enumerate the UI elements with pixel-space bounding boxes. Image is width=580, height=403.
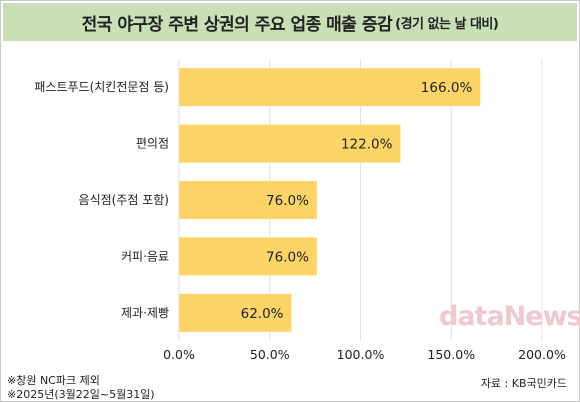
bar [179, 68, 481, 107]
bar [179, 181, 317, 219]
category-label: 제과·제빵 [121, 306, 169, 320]
x-tick-label: 150.0% [427, 347, 475, 362]
value-label: 62.0% [241, 306, 284, 322]
category-label: 커피·음료 [121, 249, 169, 263]
value-labels: 166.0% 122.0% 76.0% 76.0% 62.0% [241, 80, 473, 322]
bar [179, 293, 292, 332]
chart-title: 전국 야구장 주변 상권의 주요 업종 매출 증감 [81, 14, 393, 35]
chart-subtitle: (경기 없는 날 대비) [395, 16, 499, 32]
footnote-exclusion: ※창원 NC파크 제외 [7, 374, 100, 387]
value-label: 122.0% [341, 137, 393, 153]
bars [179, 68, 481, 332]
x-tick-label: 100.0% [337, 347, 385, 362]
footnote-period: ※2025년(3월22일~5월31일) [7, 388, 155, 401]
x-axis-tick-labels: 0.0% 50.0% 100.0% 150.0% 200.0% [163, 347, 566, 362]
bar [179, 237, 317, 276]
x-tick-label: 0.0% [163, 347, 195, 362]
title-bar: 전국 야구장 주변 상권의 주요 업종 매출 증감 (경기 없는 날 대비) [3, 3, 577, 41]
category-label: 편의점 [136, 137, 169, 151]
value-label: 76.0% [266, 193, 309, 209]
category-label: 음식점(주점 포함) [79, 193, 169, 207]
x-tick-label: 50.0% [250, 347, 290, 362]
datanews-watermark: dataNews [439, 301, 580, 332]
value-label: 166.0% [421, 80, 473, 96]
category-label: 패스트푸드(치킨전문점 등) [34, 80, 169, 94]
x-tick-label: 200.0% [518, 347, 566, 362]
bar [179, 124, 401, 163]
footnotes: ※창원 NC파크 제외 ※2025년(3월22일~5월31일) [7, 374, 155, 402]
value-label: 76.0% [266, 249, 309, 265]
source-credit: 자료 : KB국민카드 [480, 377, 567, 390]
